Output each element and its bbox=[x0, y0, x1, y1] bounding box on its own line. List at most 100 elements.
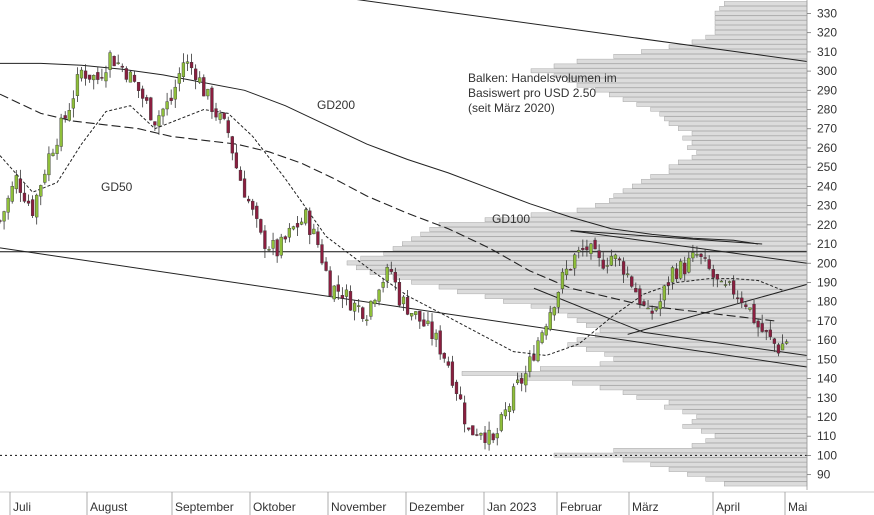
candle-body bbox=[259, 219, 263, 233]
candle-body bbox=[744, 304, 748, 307]
candle-body bbox=[471, 425, 475, 436]
candle-body bbox=[393, 271, 397, 283]
volume-note-line: Balken: Handelsvolumen im bbox=[468, 71, 617, 85]
candle-body bbox=[312, 228, 316, 235]
candle-body bbox=[573, 254, 577, 269]
volume-bar bbox=[576, 58, 808, 64]
candle-body bbox=[194, 68, 198, 80]
candle-body bbox=[764, 330, 768, 332]
candle-body bbox=[246, 198, 251, 202]
volume-bar bbox=[682, 135, 808, 141]
volume-bar bbox=[613, 356, 808, 362]
candle-body bbox=[679, 261, 683, 279]
x-tick-label: Jan 2023 bbox=[487, 500, 537, 514]
volume-bar bbox=[641, 178, 808, 184]
candle-body bbox=[79, 69, 84, 79]
candle-body bbox=[691, 252, 695, 259]
candle-body bbox=[344, 289, 349, 297]
candle-body bbox=[410, 313, 414, 317]
candle-body bbox=[279, 236, 283, 256]
volume-bar bbox=[622, 188, 808, 194]
candle-body bbox=[238, 169, 243, 181]
candle-body bbox=[324, 261, 328, 271]
volume-bar bbox=[604, 351, 808, 357]
volume-bar bbox=[650, 106, 808, 112]
volume-bar bbox=[567, 342, 808, 347]
volume-note-line: (seit März 2020) bbox=[468, 101, 555, 115]
volume-bar bbox=[678, 126, 808, 131]
candle-body bbox=[381, 282, 385, 288]
volume-bar bbox=[682, 409, 808, 415]
volume-bar bbox=[714, 433, 808, 439]
volume-bar bbox=[636, 395, 808, 400]
candle-body bbox=[597, 250, 601, 258]
candle-body bbox=[426, 320, 430, 325]
volume-bar bbox=[392, 246, 808, 251]
candle-body bbox=[458, 394, 463, 400]
candle-body bbox=[752, 303, 756, 323]
candle-body bbox=[499, 414, 503, 431]
y-tick-label: 280 bbox=[817, 103, 837, 117]
volume-bar bbox=[457, 289, 808, 295]
candle-body bbox=[560, 271, 565, 289]
candle-body bbox=[112, 56, 116, 67]
candle-body bbox=[434, 332, 438, 340]
volume-bar bbox=[346, 260, 808, 266]
candle-body bbox=[654, 307, 658, 311]
volume-bar bbox=[664, 404, 808, 410]
candle-body bbox=[784, 341, 789, 344]
candle-body bbox=[740, 297, 744, 304]
y-tick-label: 210 bbox=[817, 237, 837, 251]
candle-body bbox=[544, 326, 548, 336]
candle-body bbox=[185, 61, 190, 64]
candle-body bbox=[214, 108, 218, 118]
candle-body bbox=[483, 432, 487, 443]
volume-bar bbox=[420, 231, 808, 237]
candle-body bbox=[687, 257, 691, 273]
candle-body bbox=[683, 262, 687, 275]
candle-body bbox=[295, 223, 300, 228]
y-tick-label: 130 bbox=[817, 391, 837, 405]
y-tick-label: 120 bbox=[817, 410, 837, 424]
x-tick-label: August bbox=[90, 500, 128, 514]
candle-body bbox=[670, 267, 675, 283]
candle-body bbox=[308, 210, 312, 235]
candle-body bbox=[552, 307, 556, 316]
volume-bar bbox=[714, 15, 808, 21]
candle-body bbox=[275, 239, 279, 257]
candle-body bbox=[271, 240, 275, 249]
candle-body bbox=[299, 221, 304, 225]
volume-bar bbox=[632, 183, 808, 189]
y-tick-label: 300 bbox=[817, 64, 837, 78]
y-tick-label: 250 bbox=[817, 160, 837, 174]
candle-body bbox=[385, 267, 389, 282]
volume-bar bbox=[691, 154, 808, 160]
gd100-line bbox=[0, 93, 775, 322]
volume-bar bbox=[696, 414, 808, 419]
candle-body bbox=[715, 274, 719, 280]
candle-body bbox=[108, 52, 112, 70]
moving-averages bbox=[0, 62, 783, 357]
volume-bar bbox=[369, 270, 808, 275]
candle-body bbox=[450, 361, 455, 386]
candle-body bbox=[136, 81, 141, 91]
candle-body bbox=[2, 211, 6, 222]
candle-body bbox=[589, 243, 593, 254]
volume-bar bbox=[714, 20, 808, 26]
y-tick-label: 320 bbox=[817, 26, 837, 40]
candle-body bbox=[617, 258, 622, 261]
candle-body bbox=[242, 178, 247, 198]
candle-body bbox=[169, 97, 173, 101]
y-tick-label: 110 bbox=[817, 429, 836, 443]
candle-body bbox=[92, 75, 96, 81]
candle-body bbox=[218, 113, 222, 120]
x-tick-label: Juli bbox=[13, 500, 31, 514]
volume-bar bbox=[595, 87, 808, 93]
volume-bar bbox=[668, 169, 808, 174]
volume-bar bbox=[724, 481, 808, 487]
candle-body bbox=[365, 319, 369, 322]
candle-body bbox=[47, 153, 51, 176]
candle-body bbox=[165, 101, 169, 110]
